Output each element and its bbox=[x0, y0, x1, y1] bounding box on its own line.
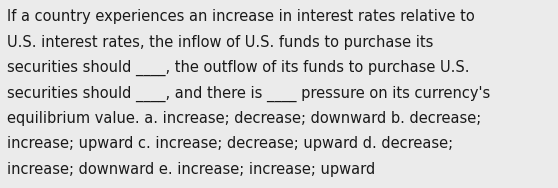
Text: equilibrium value. a. increase; decrease; downward b. decrease;: equilibrium value. a. increase; decrease… bbox=[7, 111, 482, 126]
Text: securities should ____, and there is ____ pressure on its currency's: securities should ____, and there is ___… bbox=[7, 86, 490, 102]
Text: U.S. interest rates, the inflow of U.S. funds to purchase its: U.S. interest rates, the inflow of U.S. … bbox=[7, 35, 434, 50]
Text: increase; upward c. increase; decrease; upward d. decrease;: increase; upward c. increase; decrease; … bbox=[7, 136, 454, 151]
Text: If a country experiences an increase in interest rates relative to: If a country experiences an increase in … bbox=[7, 9, 475, 24]
Text: increase; downward e. increase; increase; upward: increase; downward e. increase; increase… bbox=[7, 162, 376, 177]
Text: securities should ____, the outflow of its funds to purchase U.S.: securities should ____, the outflow of i… bbox=[7, 60, 470, 76]
